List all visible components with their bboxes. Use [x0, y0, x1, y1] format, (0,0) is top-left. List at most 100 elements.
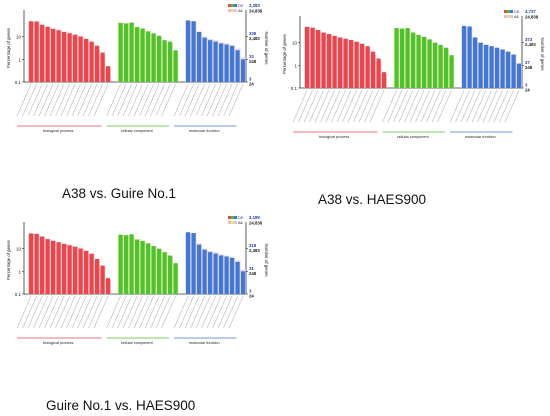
bar-de-2-10 — [241, 271, 246, 294]
bar-de-2-1 — [191, 233, 196, 294]
term-label-mark — [144, 83, 160, 117]
bar-de-2-0 — [462, 25, 467, 88]
term-label-mark — [106, 295, 121, 329]
term-label-mark — [223, 295, 238, 329]
term-label-mark — [217, 83, 233, 117]
bar-de-0-1 — [34, 233, 39, 294]
term-label-mark — [369, 89, 385, 123]
term-label-mark — [404, 89, 419, 123]
term-label-mark — [49, 83, 65, 117]
term-label-mark — [179, 83, 194, 117]
legend-swatch-all-cc — [231, 9, 234, 12]
y2-tick-label-de: 318 — [249, 243, 257, 248]
term-label-mark — [111, 295, 127, 329]
term-label-mark — [111, 83, 127, 117]
bar-de-0-8 — [349, 40, 354, 88]
y-tick-label: 10 — [16, 247, 22, 252]
term-label-mark — [398, 89, 414, 123]
bar-de-1-4 — [140, 28, 145, 82]
y2-axis-label: Number of genes — [264, 32, 269, 65]
term-label-mark — [139, 295, 154, 329]
bar-de-2-9 — [235, 50, 240, 82]
bar-de-0-3 — [321, 32, 326, 88]
caption-guire-vs-haes900: Guire No.1 vs. HAES900 — [46, 398, 196, 413]
bar-de-0-12 — [371, 51, 376, 88]
legend-swatch-all-bp — [228, 9, 231, 12]
term-label-mark — [201, 83, 216, 117]
bar-de-1-8 — [162, 40, 167, 82]
bar-de-2-4 — [208, 252, 213, 294]
term-label-mark — [38, 295, 54, 329]
term-label-mark — [66, 83, 81, 117]
bar-de-1-8 — [162, 252, 167, 294]
term-label-mark — [431, 89, 447, 123]
bar-de-0-4 — [51, 240, 56, 294]
legend-swatch-de-cc — [507, 10, 510, 13]
term-label-mark — [387, 89, 403, 123]
term-label-mark — [493, 89, 509, 123]
y-tick-label: 10 — [292, 41, 298, 46]
bar-de-1-0 — [118, 234, 123, 294]
group-label-2: molecular function — [189, 129, 220, 133]
bar-de-2-6 — [219, 43, 224, 82]
y-tick-label: 1 — [18, 269, 21, 274]
bar-de-0-10 — [84, 38, 89, 82]
bar-de-1-9 — [168, 41, 173, 82]
bar-de-2-9 — [511, 54, 516, 88]
term-label-mark — [77, 295, 92, 329]
term-label-mark — [88, 295, 103, 329]
term-label-mark — [117, 83, 132, 117]
go-chart-panel-b: 10 1 0.1 Percentage of genes 373 2,483 37 248 3 2… — [276, 6, 548, 197]
term-label-mark — [22, 83, 37, 117]
term-label-mark — [228, 83, 244, 117]
y2-tick-label-all: 2,483 — [249, 36, 260, 41]
term-label-mark — [314, 89, 330, 123]
bar-de-0-0 — [305, 26, 310, 88]
term-label-mark — [93, 295, 109, 329]
bar-de-0-6 — [62, 32, 67, 82]
legend-swatch-de-mf — [234, 4, 237, 7]
bar-de-1-6 — [151, 33, 156, 82]
legend-swatch-de-cc — [231, 4, 234, 7]
bar-de-2-7 — [224, 44, 229, 82]
term-label-mark — [161, 83, 176, 117]
bar-de-1-1 — [124, 235, 129, 294]
term-label-mark — [117, 295, 132, 329]
term-label-mark — [133, 295, 149, 329]
bar-de-0-12 — [95, 45, 100, 82]
y2-tick-label-de: 373 — [525, 37, 533, 42]
term-label-mark — [415, 89, 430, 123]
legend-value-all: 24,838 — [525, 15, 539, 20]
term-label-mark — [420, 89, 436, 123]
bar-de-2-0 — [186, 232, 191, 294]
bar-de-0-1 — [34, 21, 39, 82]
bar-de-0-9 — [78, 248, 83, 294]
y2-tick-label-all: 248 — [249, 59, 257, 64]
bar-de-0-10 — [84, 250, 89, 294]
term-label-mark — [49, 295, 65, 329]
term-label-mark — [426, 89, 441, 123]
bar-de-1-2 — [405, 28, 410, 88]
bar-de-1-8 — [438, 44, 443, 88]
legend-swatch-de-cc — [231, 216, 234, 219]
bar-de-0-14 — [106, 278, 111, 294]
bar-de-1-4 — [416, 34, 421, 88]
go-chart-panel-c: 10 1 0.1 Percentage of genes 318 2,483 31 248 3 2… — [0, 212, 272, 403]
legend-swatch-all-mf — [510, 15, 513, 18]
bar-de-1-9 — [444, 47, 449, 88]
term-label-mark — [155, 295, 171, 329]
term-label-mark — [347, 89, 363, 123]
term-label-mark — [393, 89, 408, 123]
term-label-mark — [144, 295, 160, 329]
bar-de-2-0 — [186, 20, 191, 83]
term-label-mark — [122, 83, 138, 117]
term-label-mark — [33, 83, 48, 117]
term-label-mark — [77, 83, 92, 117]
bar-de-0-5 — [332, 35, 337, 88]
term-label-mark — [471, 89, 487, 123]
y-tick-label: 0.1 — [291, 86, 298, 91]
legend-value-all: 24,838 — [249, 221, 263, 226]
bar-de-1-2 — [129, 22, 134, 83]
